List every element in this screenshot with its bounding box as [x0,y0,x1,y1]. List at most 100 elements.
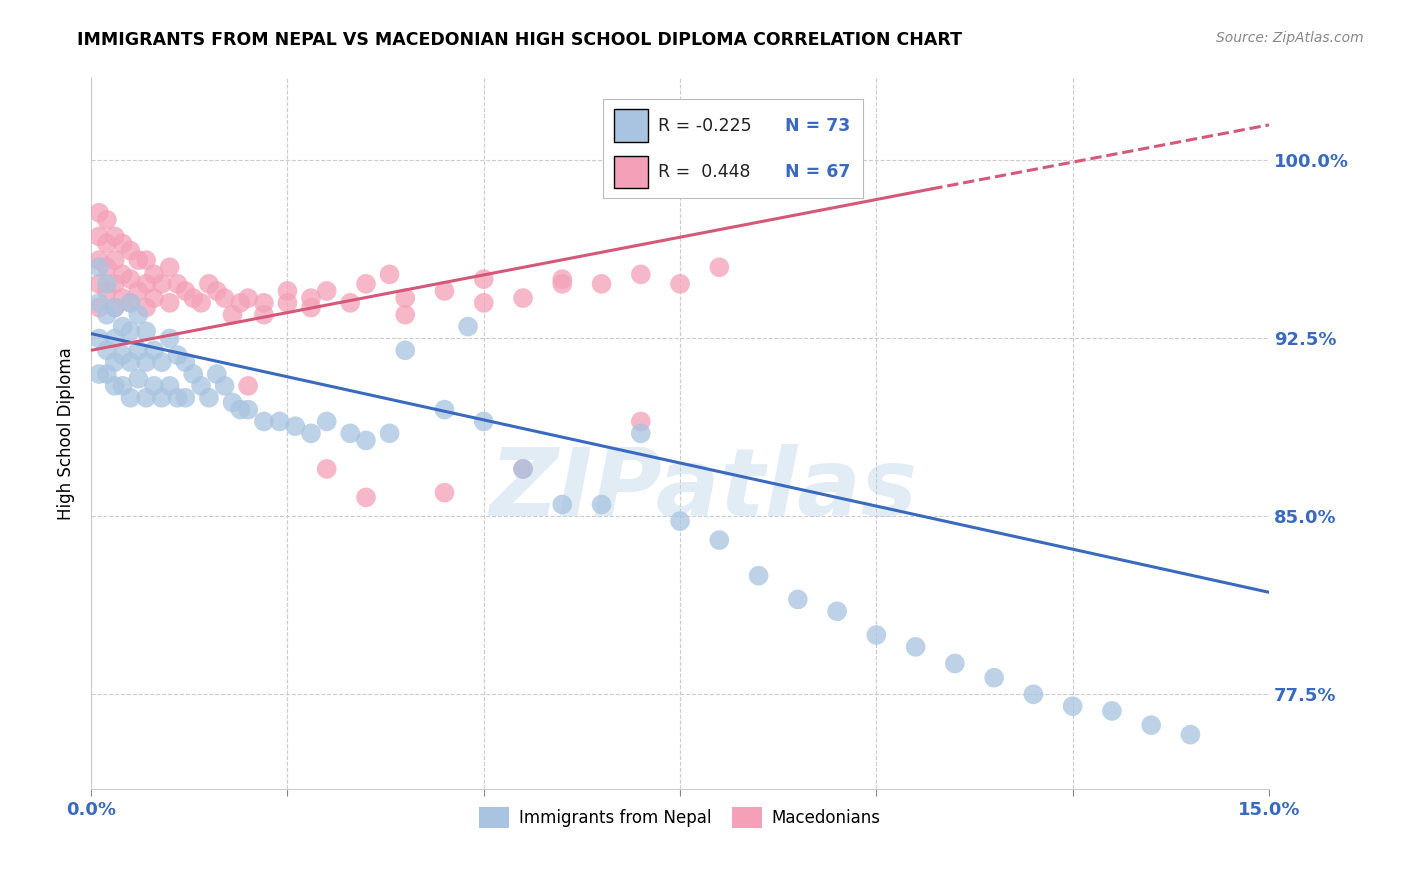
Point [104,355,127,369]
Point [120,296,142,310]
Point [394,291,416,305]
Point [96,212,118,227]
Point [87,331,110,345]
Point [127,343,149,358]
Point [150,355,173,369]
Point [135,253,157,268]
Point [143,343,166,358]
Point [174,284,197,298]
Y-axis label: High School Diploma: High School Diploma [58,347,75,520]
Point [825,604,848,618]
Point [87,296,110,310]
Point [166,348,188,362]
Point [238,379,260,393]
Point [159,296,181,310]
Point [512,291,534,305]
Point [159,260,181,275]
Point [143,379,166,393]
Point [269,414,291,428]
Point [181,291,204,305]
Point [339,426,361,441]
Point [135,301,157,315]
Text: IMMIGRANTS FROM NEPAL VS MACEDONIAN HIGH SCHOOL DIPLOMA CORRELATION CHART: IMMIGRANTS FROM NEPAL VS MACEDONIAN HIGH… [77,31,962,49]
Point [1140,718,1163,732]
Point [87,277,110,291]
Point [904,640,927,654]
Point [238,291,260,305]
Point [120,355,142,369]
Point [111,236,134,251]
Point [120,272,142,286]
Point [630,268,652,282]
Point [104,301,127,315]
Point [299,301,322,315]
Point [111,268,134,282]
Point [127,284,149,298]
Point [135,277,157,291]
Point [315,414,337,428]
Point [87,301,110,315]
Point [276,296,298,310]
Point [253,308,276,322]
Point [709,260,731,275]
Point [111,379,134,393]
Point [551,277,574,291]
Point [472,296,495,310]
Point [284,419,307,434]
Point [96,260,118,275]
Point [96,277,118,291]
Point [190,296,212,310]
Point [669,277,692,291]
Point [159,379,181,393]
Point [865,628,887,642]
Point [472,272,495,286]
Point [551,272,574,286]
Point [96,343,118,358]
Point [135,324,157,338]
Point [299,426,322,441]
Point [1062,699,1084,714]
Point [394,343,416,358]
Point [221,308,243,322]
Point [276,284,298,298]
Point [457,319,479,334]
Point [512,462,534,476]
Point [87,260,110,275]
Point [229,402,252,417]
Point [166,391,188,405]
Point [229,296,252,310]
Point [104,301,127,315]
Point [1022,687,1045,701]
Point [120,244,142,258]
Point [512,462,534,476]
Point [198,277,221,291]
Point [433,402,456,417]
Point [1180,728,1202,742]
Point [354,277,377,291]
Point [174,391,197,405]
Point [253,296,276,310]
Point [111,319,134,334]
Point [354,434,377,448]
Point [205,284,228,298]
Point [786,592,808,607]
Point [748,568,770,582]
Point [669,514,692,528]
Point [198,391,221,405]
Point [214,291,236,305]
Point [104,331,127,345]
Point [127,308,149,322]
Point [104,229,127,244]
Point [87,367,110,381]
Point [135,355,157,369]
Point [104,379,127,393]
Point [104,253,127,268]
Point [433,284,456,298]
Point [591,277,613,291]
Point [150,277,173,291]
Point [111,348,134,362]
Text: Source: ZipAtlas.com: Source: ZipAtlas.com [1216,31,1364,45]
Point [378,426,401,441]
Point [983,671,1005,685]
Point [87,229,110,244]
